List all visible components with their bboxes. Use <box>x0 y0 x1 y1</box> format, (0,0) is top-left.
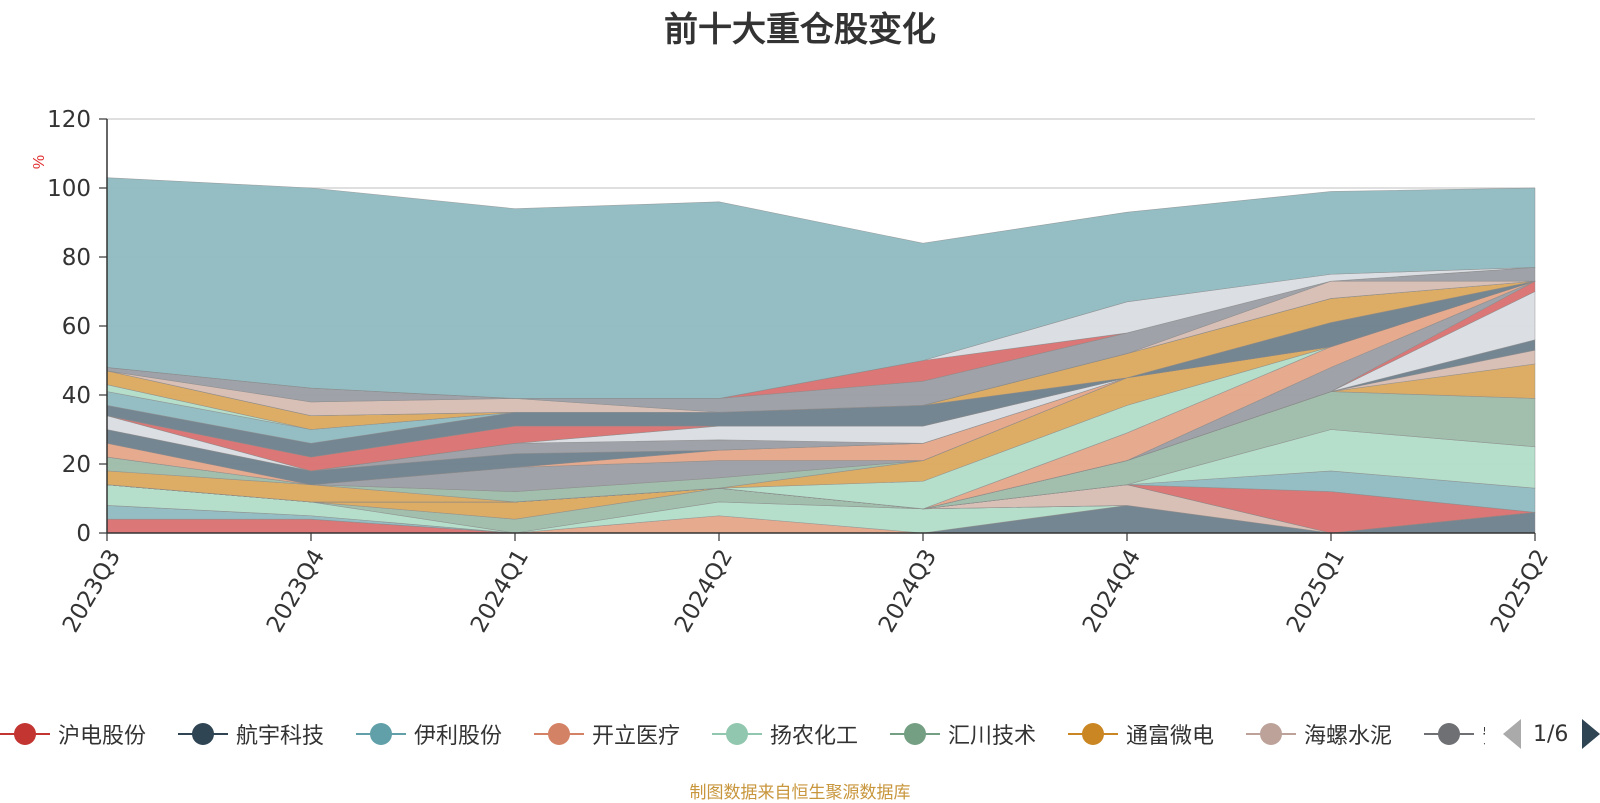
area-series-group <box>106 177 1536 534</box>
data-source-footnote: 制图数据来自恒生聚源数据库 <box>689 783 911 803</box>
legend-marker-icon <box>1068 719 1118 749</box>
x-tick-label: 2024Q2 <box>670 545 738 637</box>
legend-item[interactable]: 扬农化工 <box>712 712 858 756</box>
legend-marker-icon <box>1246 719 1296 749</box>
y-tick-label: 20 <box>62 452 91 478</box>
legend-marker-icon <box>0 719 50 749</box>
area-series-40[interactable] <box>106 177 1536 399</box>
legend-pagination: 1/6 <box>1503 716 1600 752</box>
x-tick-label: 2024Q3 <box>874 545 942 637</box>
legend-marker-icon <box>890 719 940 749</box>
legend-item[interactable]: 海螺水泥 <box>1246 712 1392 756</box>
legend-item[interactable]: 航宇科技 <box>178 712 324 756</box>
y-axis-unit-label: % <box>31 155 48 169</box>
y-tick-label: 40 <box>62 383 91 409</box>
y-tick-label: 120 <box>47 107 91 133</box>
legend-page-indicator: 1/6 <box>1533 721 1569 747</box>
x-tick-label: 2025Q1 <box>1282 545 1350 637</box>
legend-label: 海螺水泥 <box>1304 724 1393 749</box>
legend-label: 通富微电 <box>1126 724 1215 749</box>
legend-label: 沪电股份 <box>58 724 147 749</box>
legend-item[interactable]: 通富微电 <box>1068 712 1214 756</box>
legend-label: 伊利股份 <box>414 724 503 749</box>
legend-marker-icon <box>712 719 762 749</box>
y-tick-label: 0 <box>76 521 91 547</box>
y-tick-labels: 0 20 40 60 80 100 120 <box>47 107 107 547</box>
legend-item[interactable]: 汇川技术 <box>890 712 1036 756</box>
chart-title: 前十大重仓股变化 <box>664 10 936 50</box>
legend-next-page-icon[interactable] <box>1582 719 1600 749</box>
legend-prev-page-icon[interactable] <box>1503 719 1521 749</box>
y-tick-label: 80 <box>62 245 91 271</box>
legend-label: 汇川技术 <box>948 724 1037 749</box>
x-tick-label: 2023Q3 <box>58 545 126 637</box>
y-tick-label: 60 <box>62 314 91 340</box>
legend-label: 航宇科技 <box>236 724 325 749</box>
legend-label: 扬农化工 <box>770 724 859 749</box>
legend-item[interactable]: 开立医疗 <box>534 712 680 756</box>
x-tick-label: 2024Q4 <box>1078 545 1146 637</box>
legend: 沪电股份 航宇科技 伊利股份 开立医疗 扬农化工 汇川技术 通富微电 海螺水泥 安 <box>0 712 1485 756</box>
x-tick-label: 2024Q1 <box>466 545 534 637</box>
legend-label: 开立医疗 <box>592 724 681 749</box>
legend-item[interactable]: 伊利股份 <box>356 712 502 756</box>
x-tick-label: 2023Q4 <box>262 545 330 637</box>
legend-marker-icon <box>534 719 584 749</box>
legend-marker-icon <box>356 719 406 749</box>
legend-label: 安 <box>1482 718 1485 750</box>
legend-marker-icon <box>178 719 228 749</box>
x-tick-labels: 2023Q3 2023Q4 2024Q1 2024Q2 2024Q3 2024Q4 2025… <box>58 533 1554 637</box>
legend-marker-icon <box>1424 719 1474 749</box>
stacked-area-chart: % 0 20 40 60 80 100 120 2023Q3 2023Q4 2024Q1 2024… <box>31 107 1554 637</box>
y-tick-label: 100 <box>47 176 91 202</box>
legend-item[interactable]: 安 <box>1424 712 1485 756</box>
legend-item[interactable]: 沪电股份 <box>0 712 146 756</box>
x-tick-label: 2025Q2 <box>1486 545 1554 637</box>
